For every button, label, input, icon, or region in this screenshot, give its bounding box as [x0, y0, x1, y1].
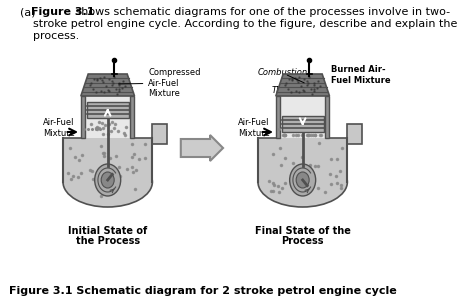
Ellipse shape: [258, 157, 347, 207]
Text: shows schematic diagrams for one of the processes involve in two-: shows schematic diagrams for one of the …: [72, 7, 450, 17]
Text: process.: process.: [33, 31, 79, 41]
Ellipse shape: [63, 157, 152, 207]
Text: (a): (a): [20, 7, 39, 17]
FancyArrow shape: [181, 135, 223, 161]
Circle shape: [101, 172, 114, 188]
Text: TDC: TDC: [272, 85, 289, 95]
Polygon shape: [81, 74, 135, 96]
Bar: [87, 102, 129, 118]
Text: Combustion: Combustion: [258, 68, 308, 76]
Polygon shape: [276, 74, 329, 96]
Text: the Process: the Process: [76, 236, 140, 246]
Polygon shape: [326, 96, 329, 138]
Text: Burned Air-
Fuel Mixture: Burned Air- Fuel Mixture: [331, 65, 391, 85]
Bar: [280, 96, 326, 138]
Text: Compressed
Air-Fuel
Mixture: Compressed Air-Fuel Mixture: [118, 68, 201, 98]
Text: Air-Fuel
Mixture: Air-Fuel Mixture: [43, 118, 74, 138]
Text: Figure 3.1 Schematic diagram for 2 stroke petrol engine cycle: Figure 3.1 Schematic diagram for 2 strok…: [9, 286, 397, 296]
Circle shape: [290, 164, 316, 196]
Bar: [258, 138, 347, 182]
Circle shape: [296, 172, 309, 188]
Text: Air-Fuel
Mixture: Air-Fuel Mixture: [237, 118, 270, 138]
Text: Final State of the: Final State of the: [255, 226, 351, 236]
Text: Process: Process: [282, 236, 324, 246]
Text: stroke petrol engine cycle. According to the figure, describe and explain the: stroke petrol engine cycle. According to…: [33, 19, 457, 29]
Circle shape: [95, 164, 121, 196]
Text: Initial State of: Initial State of: [68, 226, 147, 236]
Bar: [85, 96, 130, 138]
Polygon shape: [347, 124, 362, 144]
Polygon shape: [152, 124, 167, 144]
Text: Figure 3.1: Figure 3.1: [31, 7, 95, 17]
Bar: [282, 116, 324, 132]
Polygon shape: [276, 96, 280, 138]
Polygon shape: [130, 96, 135, 138]
Bar: [63, 138, 152, 182]
Polygon shape: [81, 96, 85, 138]
